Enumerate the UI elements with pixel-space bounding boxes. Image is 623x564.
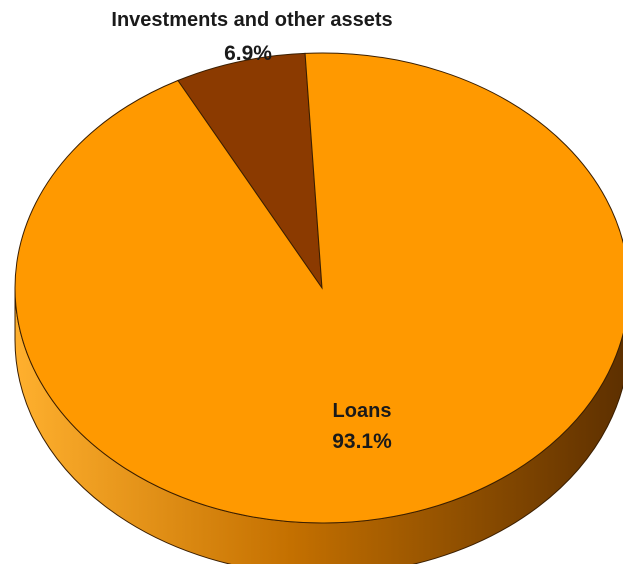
slice-label-loans: Loans 93.1% (332, 400, 392, 453)
pie-top (14, 52, 623, 524)
pie-slice-loans (14, 52, 623, 524)
slice-name-loans: Loans (333, 400, 392, 422)
pie-slice-investments (177, 52, 323, 290)
slice-value-investments: 6.9% (224, 42, 272, 65)
slice-name-investments: Investments and other assets (111, 9, 392, 31)
slice-label-investments: Investments and other assets 6.9% (111, 9, 392, 65)
slice-value-loans: 93.1% (332, 430, 392, 453)
